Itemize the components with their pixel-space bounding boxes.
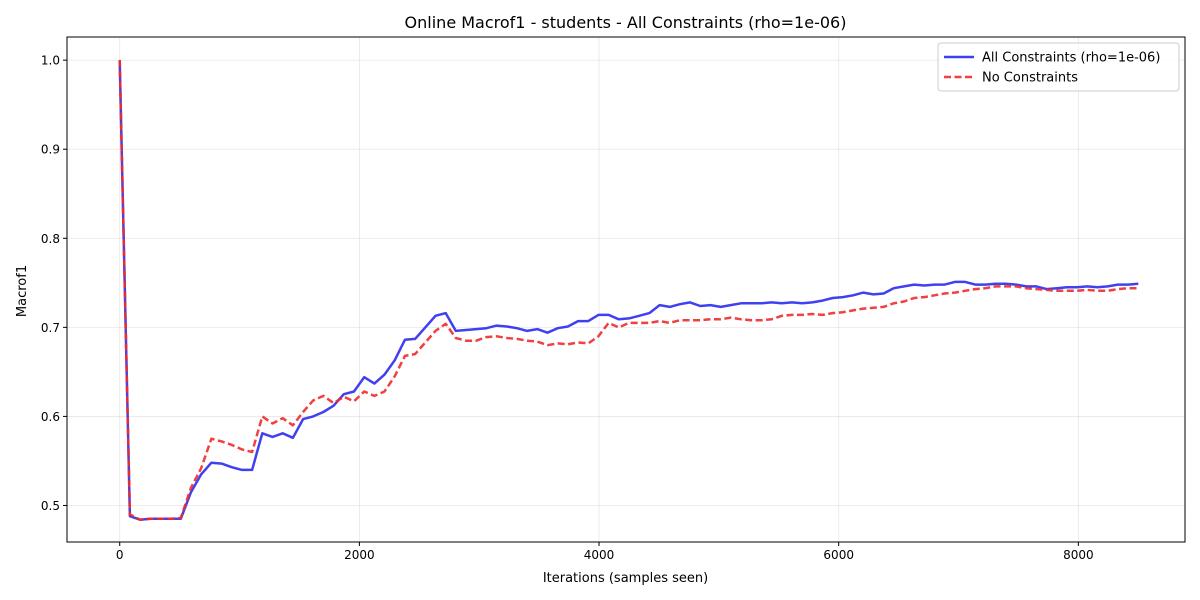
legend-box xyxy=(937,42,1180,92)
y-tick-label: 1.0 xyxy=(41,54,60,68)
legend-label-all-constraints: All Constraints (rho=1e-06) xyxy=(982,51,1160,66)
series-line-no-constraints xyxy=(118,60,1139,521)
legend: All Constraints (rho=1e-06) No Constrain… xyxy=(937,42,1180,92)
y-tick-label: 0.5 xyxy=(41,499,60,513)
axis-ticks: 0 2000 4000 6000 8000 0.5 0.6 0.7 0.8 0.9 1.0 xyxy=(41,54,1094,562)
plot-series xyxy=(118,60,1139,521)
chart-title: Online Macrof1 - students - All Constrai… xyxy=(405,13,847,32)
x-tick-label: 8000 xyxy=(1063,548,1094,562)
x-tick-label: 6000 xyxy=(823,548,854,562)
x-tick-label: 2000 xyxy=(344,548,375,562)
y-tick-label: 0.8 xyxy=(41,232,60,246)
x-tick-label: 4000 xyxy=(584,548,615,562)
y-tick-label: 0.7 xyxy=(41,321,60,335)
legend-label-no-constraints: No Constraints xyxy=(982,71,1078,86)
series-line-all-constraints xyxy=(118,60,1139,521)
x-axis-label: Iterations (samples seen) xyxy=(543,571,708,586)
plot-frame xyxy=(66,36,1186,543)
x-tick-label: 0 xyxy=(116,548,124,562)
y-axis-label: Macrof1 xyxy=(15,265,30,317)
y-tick-label: 0.9 xyxy=(41,143,60,157)
y-tick-label: 0.6 xyxy=(41,410,60,424)
